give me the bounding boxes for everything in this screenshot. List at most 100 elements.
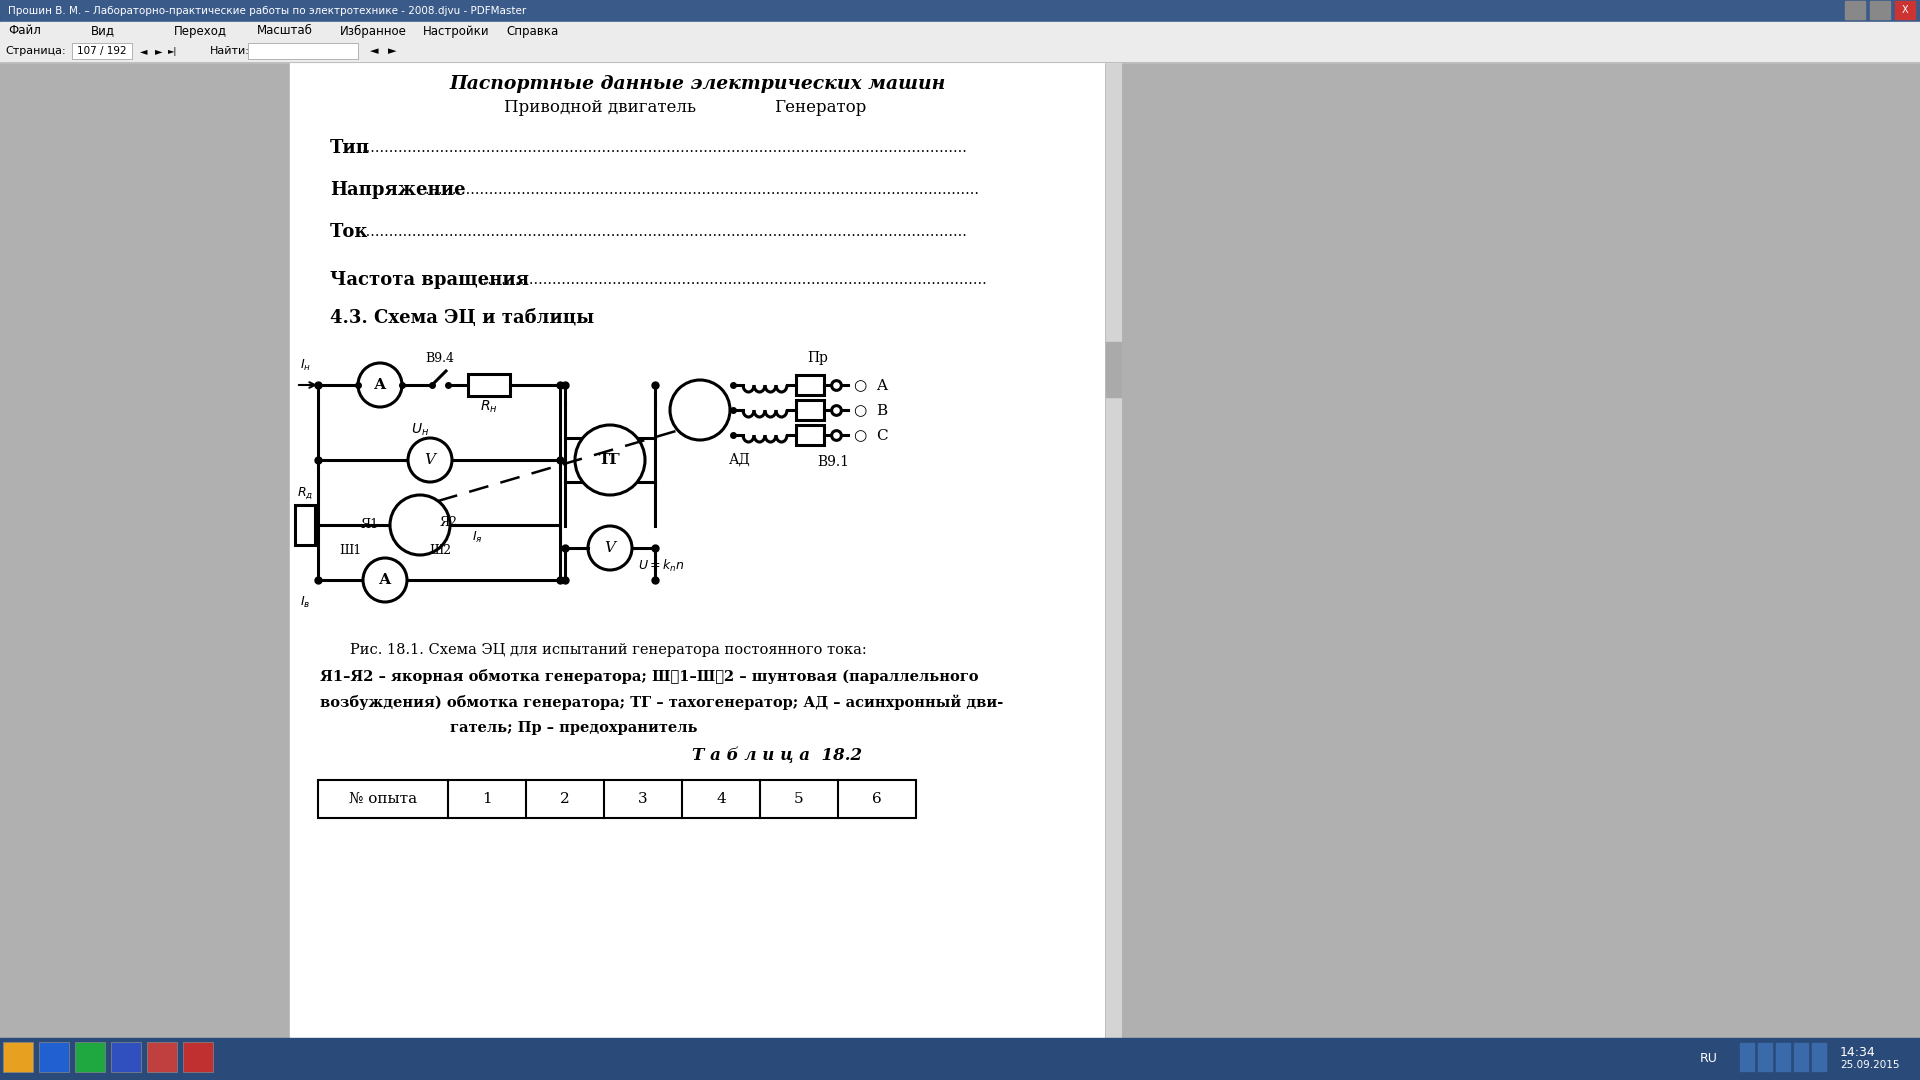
Bar — [148, 1042, 177, 1072]
Circle shape — [588, 526, 632, 570]
Bar — [75, 1042, 106, 1072]
Text: $U_н$: $U_н$ — [411, 422, 428, 438]
Text: Паспортные данные электрических машин: Паспортные данные электрических машин — [449, 75, 947, 93]
Text: возбуждения) обмотка генератора; ТГ – тахогенератор; АД – асинхронный дви-: возбуждения) обмотка генератора; ТГ – та… — [321, 694, 1004, 710]
Text: Справка: Справка — [507, 25, 559, 38]
Circle shape — [390, 495, 449, 555]
Text: В9.1: В9.1 — [818, 455, 849, 469]
Bar — [4, 1042, 33, 1072]
Text: 5: 5 — [795, 792, 804, 806]
Text: 2: 2 — [561, 792, 570, 806]
Bar — [0, 40, 1920, 62]
Text: $R_н$: $R_н$ — [480, 399, 497, 415]
Bar — [0, 1038, 1920, 1080]
Text: Вид: Вид — [90, 25, 115, 38]
Text: ................................................................................: ........................................… — [424, 183, 979, 197]
Bar — [1740, 1043, 1755, 1071]
Bar — [564, 438, 655, 482]
Text: 4.3. Схема ЭЦ и таблицы: 4.3. Схема ЭЦ и таблицы — [330, 309, 593, 327]
Text: ................................................................................: ........................................… — [363, 225, 968, 239]
Circle shape — [357, 363, 401, 407]
Text: 25.09.2015: 25.09.2015 — [1839, 1059, 1899, 1070]
Bar — [1106, 62, 1121, 1038]
Bar — [1845, 1, 1864, 19]
Text: Рис. 18.1. Схема ЭЦ для испытаний генератора постоянного тока:: Рис. 18.1. Схема ЭЦ для испытаний генера… — [349, 643, 866, 657]
Text: 3: 3 — [637, 792, 647, 806]
Bar — [290, 62, 1106, 1038]
Bar — [296, 505, 315, 545]
Circle shape — [407, 438, 451, 482]
Bar — [797, 426, 824, 445]
Text: ►|: ►| — [169, 46, 177, 55]
Text: ◄: ◄ — [140, 46, 148, 56]
Text: V: V — [424, 453, 436, 467]
Text: Частота вращения: Частота вращения — [330, 271, 530, 289]
Text: ТГ: ТГ — [599, 453, 620, 467]
Bar — [1106, 342, 1121, 397]
Text: гатель; Пр – предохранитель: гатель; Пр – предохранитель — [449, 721, 697, 735]
Text: № опыта: № опыта — [349, 792, 417, 806]
Text: Я2: Я2 — [440, 515, 459, 528]
Text: Настройки: Настройки — [422, 25, 490, 38]
Bar — [1759, 1043, 1772, 1071]
Bar — [248, 43, 357, 59]
Text: Ш2: Ш2 — [428, 543, 451, 556]
Bar — [111, 1042, 140, 1072]
Text: Прошин В. М. – Лабораторно-практические работы по электротехнике - 2008.djvu - P: Прошин В. М. – Лабораторно-практические … — [8, 6, 526, 16]
Text: ◄: ◄ — [371, 46, 378, 56]
Text: Генератор: Генератор — [774, 98, 866, 116]
Bar — [1870, 1, 1889, 19]
Bar — [797, 400, 824, 420]
Bar — [1793, 1043, 1809, 1071]
Text: ►: ► — [388, 46, 397, 56]
Text: $I_н$: $I_н$ — [300, 357, 311, 373]
Bar — [182, 1042, 213, 1072]
Bar — [0, 22, 1920, 40]
Text: АД: АД — [730, 453, 751, 467]
Text: Я1: Я1 — [361, 518, 378, 531]
Circle shape — [363, 558, 407, 602]
Text: Напряжение: Напряжение — [330, 181, 467, 199]
Text: Файл: Файл — [8, 25, 40, 38]
Text: ○  A: ○ A — [854, 378, 887, 392]
Text: 14:34: 14:34 — [1839, 1047, 1876, 1059]
Text: Ток: Ток — [330, 222, 369, 241]
Text: Пр: Пр — [808, 351, 828, 365]
Bar — [38, 1042, 69, 1072]
Bar — [1895, 1, 1914, 19]
Text: ○  C: ○ C — [854, 428, 889, 442]
Text: 107 / 192: 107 / 192 — [77, 46, 127, 56]
Bar — [797, 375, 824, 395]
Bar — [468, 374, 511, 396]
Text: $U=k_n n$: $U=k_n n$ — [637, 558, 685, 575]
Text: 1: 1 — [482, 792, 492, 806]
Text: Избранное: Избранное — [340, 25, 407, 38]
Circle shape — [670, 380, 730, 440]
Circle shape — [574, 426, 645, 495]
Text: Тип: Тип — [330, 139, 371, 157]
Text: В9.4: В9.4 — [426, 352, 455, 365]
Text: Я1–Я2 – якорная обмотка генератора; Ш၂1–Ш၂2 – шунтовая (параллельного: Я1–Я2 – якорная обмотка генератора; Ш၂1–… — [321, 669, 979, 684]
Bar — [1776, 1043, 1789, 1071]
Bar — [319, 780, 916, 818]
Text: Ш1: Ш1 — [338, 543, 361, 556]
Text: ................................................................................: ........................................… — [478, 273, 987, 287]
Text: $I_я$: $I_я$ — [472, 529, 482, 544]
Text: $I_в$: $I_в$ — [300, 595, 311, 610]
Bar — [73, 43, 132, 59]
Text: 6: 6 — [872, 792, 881, 806]
Text: Т а б л и ц а  18.2: Т а б л и ц а 18.2 — [693, 746, 862, 764]
Text: Найти:: Найти: — [209, 46, 250, 56]
Text: $R_д$: $R_д$ — [298, 485, 313, 501]
Text: X: X — [1901, 5, 1908, 15]
Bar — [0, 0, 1920, 22]
Text: RU: RU — [1699, 1052, 1718, 1065]
Text: Страница:: Страница: — [6, 46, 65, 56]
Text: ................................................................................: ........................................… — [363, 141, 968, 156]
Text: Приводной двигатель: Приводной двигатель — [503, 98, 697, 116]
Bar — [1812, 1043, 1826, 1071]
Text: Переход: Переход — [175, 25, 227, 38]
Text: Масштаб: Масштаб — [257, 25, 313, 38]
Text: А: А — [374, 378, 386, 392]
Text: ○  B: ○ B — [854, 403, 889, 417]
